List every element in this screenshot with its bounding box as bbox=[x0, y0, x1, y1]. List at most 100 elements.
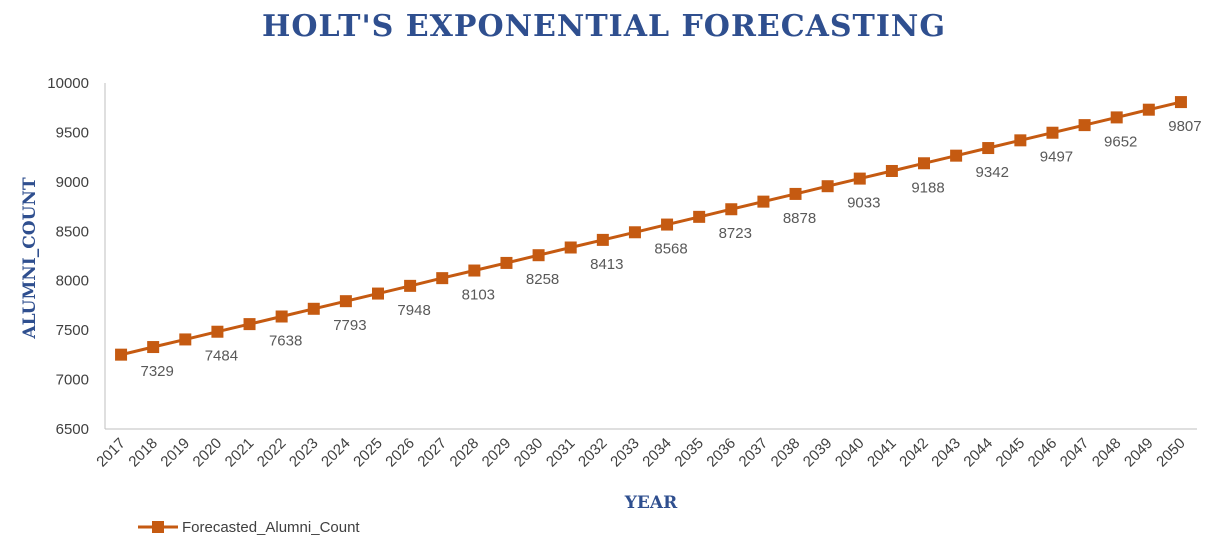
data-point bbox=[404, 279, 417, 292]
x-tick-label: 2047 bbox=[1057, 435, 1093, 471]
x-tick-label: 2018 bbox=[125, 435, 161, 471]
y-tick-label: 6500 bbox=[56, 421, 89, 438]
data-point bbox=[628, 226, 641, 239]
x-tick-label: 2019 bbox=[158, 435, 194, 471]
data-point bbox=[115, 348, 128, 361]
data-point bbox=[1078, 119, 1091, 132]
data-point bbox=[596, 233, 609, 246]
data-point bbox=[789, 187, 802, 200]
x-tick-label: 2038 bbox=[768, 435, 804, 471]
y-tick-label: 9000 bbox=[56, 174, 89, 191]
data-label: 8103 bbox=[462, 287, 495, 304]
data-label: 8878 bbox=[783, 210, 816, 227]
data-point bbox=[757, 195, 770, 208]
x-tick-label: 2030 bbox=[511, 435, 547, 471]
data-labels: 7329 7484 7638 7793 7948 8103 8258 8413 8568 8723… bbox=[140, 118, 1201, 380]
y-tick-label: 8500 bbox=[56, 223, 89, 240]
data-point bbox=[693, 210, 706, 223]
data-label: 9807 bbox=[1168, 118, 1201, 135]
data-label: 9652 bbox=[1104, 133, 1137, 150]
data-label: 9033 bbox=[847, 195, 880, 212]
data-point bbox=[950, 149, 963, 162]
data-point bbox=[821, 180, 834, 193]
data-point bbox=[1110, 111, 1123, 124]
data-point bbox=[1046, 126, 1059, 139]
data-point bbox=[468, 264, 481, 277]
legend: Forecasted_Alumni_Count bbox=[138, 519, 360, 536]
x-tick-label: 2031 bbox=[543, 435, 579, 471]
y-tick-label: 7000 bbox=[56, 372, 89, 389]
x-tick-label: 2037 bbox=[736, 435, 772, 471]
data-point bbox=[918, 157, 930, 170]
y-tick-label: 7500 bbox=[56, 322, 89, 339]
data-label: 8723 bbox=[719, 225, 752, 242]
x-tick-label: 2033 bbox=[607, 435, 643, 471]
x-axis-title: YEAR bbox=[624, 493, 678, 513]
y-tick-labels: 6500 7000 7500 8000 8500 9000 9500 10000 bbox=[47, 75, 89, 438]
data-point bbox=[725, 203, 738, 216]
x-tick-label: 2049 bbox=[1121, 435, 1157, 471]
y-axis-title: ALUMNI_COUNT bbox=[20, 177, 40, 340]
y-tick-label: 10000 bbox=[47, 75, 89, 92]
data-point bbox=[564, 241, 577, 254]
x-tick-label: 2022 bbox=[254, 435, 290, 471]
data-point bbox=[661, 218, 674, 231]
x-tick-label: 2045 bbox=[993, 435, 1029, 471]
data-label: 9188 bbox=[911, 179, 944, 196]
data-label: 8258 bbox=[526, 271, 559, 288]
x-tick-label: 2039 bbox=[800, 435, 836, 471]
data-point bbox=[243, 318, 256, 331]
data-point bbox=[1142, 103, 1155, 116]
data-label: 8568 bbox=[654, 241, 687, 258]
data-point bbox=[1014, 134, 1027, 147]
x-tick-label: 2035 bbox=[671, 435, 707, 471]
x-tick-label: 2023 bbox=[286, 435, 322, 471]
x-tick-label: 2042 bbox=[896, 435, 932, 471]
data-point bbox=[147, 341, 160, 354]
data-point bbox=[982, 142, 995, 155]
series-forecasted-alumni-count bbox=[115, 96, 1187, 361]
data-label: 7948 bbox=[397, 302, 430, 319]
x-tick-label: 2027 bbox=[414, 435, 450, 471]
x-tick-label: 2050 bbox=[1153, 435, 1189, 471]
x-tick-label: 2048 bbox=[1089, 435, 1125, 471]
x-tick-label: 2020 bbox=[190, 435, 226, 471]
data-label: 8413 bbox=[590, 256, 623, 273]
x-tick-label: 2026 bbox=[382, 435, 418, 471]
data-point bbox=[436, 272, 449, 285]
data-point bbox=[885, 164, 898, 177]
data-point bbox=[339, 295, 352, 308]
x-tick-label: 2034 bbox=[639, 435, 675, 471]
data-point bbox=[853, 172, 866, 185]
data-label: 7329 bbox=[140, 363, 173, 380]
x-tick-label: 2024 bbox=[318, 435, 354, 471]
data-point bbox=[211, 325, 224, 338]
data-point bbox=[179, 333, 192, 346]
x-tick-label: 2041 bbox=[864, 435, 900, 471]
data-point bbox=[1174, 96, 1187, 109]
chart-title: HOLT'S EXPONENTIAL FORECASTING bbox=[262, 9, 946, 44]
data-point bbox=[307, 302, 320, 315]
data-point bbox=[500, 256, 513, 269]
x-tick-label: 2021 bbox=[222, 435, 258, 471]
y-tick-label: 9500 bbox=[56, 124, 89, 141]
data-point bbox=[372, 287, 384, 300]
data-label: 7638 bbox=[269, 333, 302, 350]
data-label: 7484 bbox=[205, 348, 238, 365]
x-tick-label: 2046 bbox=[1025, 435, 1061, 471]
data-label: 9342 bbox=[976, 164, 1009, 181]
x-tick-label: 2017 bbox=[93, 435, 129, 471]
data-label: 9497 bbox=[1040, 149, 1073, 166]
data-point bbox=[532, 249, 545, 262]
series-line bbox=[120, 100, 1182, 357]
x-tick-label: 2043 bbox=[928, 435, 964, 471]
legend-label: Forecasted_Alumni_Count bbox=[182, 519, 360, 536]
x-tick-label: 2044 bbox=[960, 435, 996, 471]
x-tick-label: 2036 bbox=[704, 435, 740, 471]
legend-marker bbox=[152, 521, 164, 533]
x-tick-label: 2040 bbox=[832, 435, 868, 471]
y-tick-label: 8000 bbox=[56, 273, 89, 290]
x-tick-label: 2025 bbox=[350, 435, 386, 471]
x-tick-labels: 2017201820192020202120222023202420252026… bbox=[93, 435, 1189, 471]
